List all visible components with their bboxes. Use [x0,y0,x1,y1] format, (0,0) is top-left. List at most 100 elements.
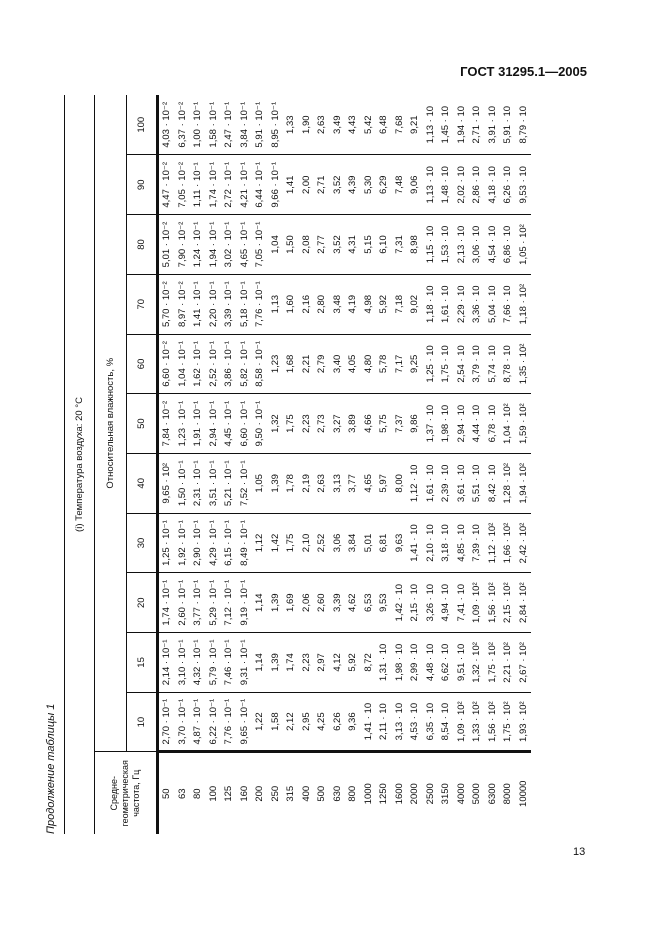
attenuation-value-cell: 6,26 [331,712,343,731]
attenuation-value-cell: 5,79 · 10⁻¹ [205,632,221,693]
attenuation-value-cell: 9,63 [391,513,407,573]
attenuation-value-cell: 9,65 · 10⁻¹ [238,698,250,745]
frequency-cell: 100 [205,751,221,834]
attenuation-value-cell: 1,75 [283,513,299,573]
attenuation-value-cell: 4,85 · 10 [453,513,469,573]
attenuation-value-cell: 5,01 [360,513,376,573]
table-row: 2000 4,53 · 10 2,99 · 10 2,15 · 10 1,41 · 10… [407,95,423,834]
attenuation-value-cell: 1,74 · 10⁻¹ [205,154,221,215]
attenuation-value-cell: 7,52 · 10⁻¹ [236,453,252,514]
humidity-column-header: 30 [126,513,158,573]
attenuation-value-cell: 1,75 · 10² [502,701,514,742]
attenuation-value-cell: 2,15 · 10 [407,572,423,633]
attenuation-value-cell: 4,43 [345,95,361,155]
attenuation-value-cell: 6,60 · 10⁻² [157,334,175,394]
attenuation-value-cell: 2,20 · 10⁻¹ [205,274,221,335]
attenuation-value-cell: 7,84 · 10⁻² [157,393,175,454]
table-caption: Продолжение таблицы 1 [45,703,57,834]
attenuation-value-cell: 2,42 · 10² [515,513,531,573]
attenuation-value-cell: 2,47 · 10⁻¹ [221,95,237,155]
attenuation-value-cell: 1,75 · 10 [438,334,454,394]
attenuation-value-cell: 1,13 [267,274,283,335]
attenuation-value-cell: 1,41 [283,154,299,215]
frequency-cell: 1600 [391,751,407,834]
attenuation-value-cell: 2,71 · 10 [469,95,485,155]
attenuation-value-cell: 7,05 · 10⁻¹ [252,214,268,275]
attenuation-value-cell: 9,53 [376,572,392,633]
attenuation-value-cell: 2,73 [314,393,330,454]
attenuation-value-cell: 3,39 · 10⁻¹ [221,274,237,335]
humidity-column-header: 40 [126,453,158,514]
attenuation-value-cell: 1,25 · 10⁻¹ [157,513,175,573]
attenuation-value-cell: 1,09 · 10² [469,572,485,633]
attenuation-value-cell: 9,36 [347,712,359,731]
table-row: 3150 8,54 · 10 6,62 · 10 4,94 · 10 3,18 · 10… [438,95,454,834]
attenuation-value-cell: 6,26 · 10 [500,154,516,215]
frequency-header: Средне-геометрическая частота, Гц [94,751,158,834]
humidity-column-header: 20 [126,572,158,633]
attenuation-value-cell: 3,48 [329,274,345,335]
attenuation-value-cell: 4,44 · 10 [469,393,485,454]
table-row: 2500 6,35 · 10 4,48 · 10 3,26 · 10 2,10 · 10… [422,95,438,834]
frequency-cell: 1250 [376,751,392,834]
attenuation-value-cell: 1,56 · 10² [486,701,498,742]
table-row: 6300 1,56 · 10² 1,75 · 10² 1,56 · 10² 1,12 ·… [484,95,500,834]
attenuation-value-cell: 4,53 · 10 [409,702,421,741]
attenuation-value-cell: 2,23 [298,632,314,693]
attenuation-value-cell: 1,60 [283,274,299,335]
attenuation-value-cell: 2,14 · 10⁻¹ [157,632,175,693]
table-row: 4000 1,09 · 10² 9,51 · 10 7,41 · 10 4,85 · 1… [453,95,469,834]
attenuation-value-cell: 1,61 · 10 [422,453,438,514]
attenuation-value-cell: 5,97 [376,453,392,514]
attenuation-value-cell: 9,51 · 10 [453,632,469,693]
attenuation-value-cell: 6,48 [376,95,392,155]
table-row: 1600 3,13 · 10 1,98 · 10 1,42 · 10 9,63 8,00 7… [391,95,407,834]
attenuation-value-cell: 2,79 [314,334,330,394]
table-row: 400 2,95 2,23 2,06 2,10 2,19 2,23 2,21 2,16 2,08 2… [298,95,314,834]
attenuation-value-cell: 1,04 [267,214,283,275]
attenuation-value-cell: 3,91 · 10 [484,95,500,155]
attenuation-value-cell: 6,78 · 10 [484,393,500,454]
table-row: 200 1,22 1,14 1,14 1,12 1,05 9,50 · 10⁻¹ 8,58 ·… [252,95,268,834]
attenuation-value-cell: 4,65 · 10⁻¹ [236,214,252,275]
section-title: (i) Температура воздуха: 20 °С [64,95,95,834]
attenuation-value-cell: 1,94 · 10² [515,453,531,514]
frequency-cell: 500 [314,751,330,834]
attenuation-value-cell: 1,48 · 10 [438,154,454,215]
attenuation-value-cell: 6,15 · 10⁻¹ [221,513,237,573]
attenuation-value-cell: 7,31 [391,214,407,275]
table-row: 125 7,76 · 10⁻¹ 7,46 · 10⁻¹ 7,12 · 10⁻¹ 6,15… [221,95,237,834]
attenuation-value-cell: 4,39 [345,154,361,215]
attenuation-value-cell: 5,92 [345,632,361,693]
attenuation-value-cell: 5,30 [360,154,376,215]
attenuation-value-cell: 7,41 · 10 [453,572,469,633]
attenuation-value-cell: 9,19 · 10⁻¹ [236,572,252,633]
attenuation-value-cell: 9,06 [407,154,423,215]
attenuation-value-cell: 1,53 · 10 [438,214,454,275]
attenuation-value-cell: 1,75 [283,393,299,454]
attenuation-value-cell: 6,29 [376,154,392,215]
attenuation-value-cell: 2,10 · 10 [422,513,438,573]
attenuation-value-cell: 1,35 · 10² [515,334,531,394]
attenuation-value-cell: 1,75 · 10² [484,632,500,693]
attenuation-value-cell: 2,70 · 10⁻¹ [161,698,173,745]
attenuation-value-cell: 4,03 · 10⁻² [157,95,175,155]
attenuation-value-cell: 9,66 · 10⁻¹ [267,154,283,215]
attenuation-value-cell: 1,32 [267,393,283,454]
attenuation-value-cell: 6,53 [360,572,376,633]
attenuation-value-cell: 1,04 · 10² [500,393,516,454]
humidity-header: Относительная влажность, % [94,95,127,752]
frequency-cell: 6300 [484,751,500,834]
frequency-cell: 315 [283,751,299,834]
attenuation-value-cell: 3,06 [329,513,345,573]
attenuation-value-cell: 3,77 [345,453,361,514]
attenuation-value-cell: 3,13 · 10 [393,702,405,741]
attenuation-value-cell: 1,68 [283,334,299,394]
attenuation-value-cell: 3,51 · 10⁻¹ [205,453,221,514]
table-row: 800 9,36 5,92 4,62 3,84 3,77 3,89 4,05 4,19 4,31 4… [345,95,361,834]
humidity-column-header: 70 [126,274,158,335]
attenuation-value-cell: 1,42 · 10 [391,572,407,633]
attenuation-value-cell: 4,19 [345,274,361,335]
attenuation-value-cell: 2,86 · 10 [469,154,485,215]
document-standard-header: ГОСТ 31295.1—2005 [460,64,587,79]
